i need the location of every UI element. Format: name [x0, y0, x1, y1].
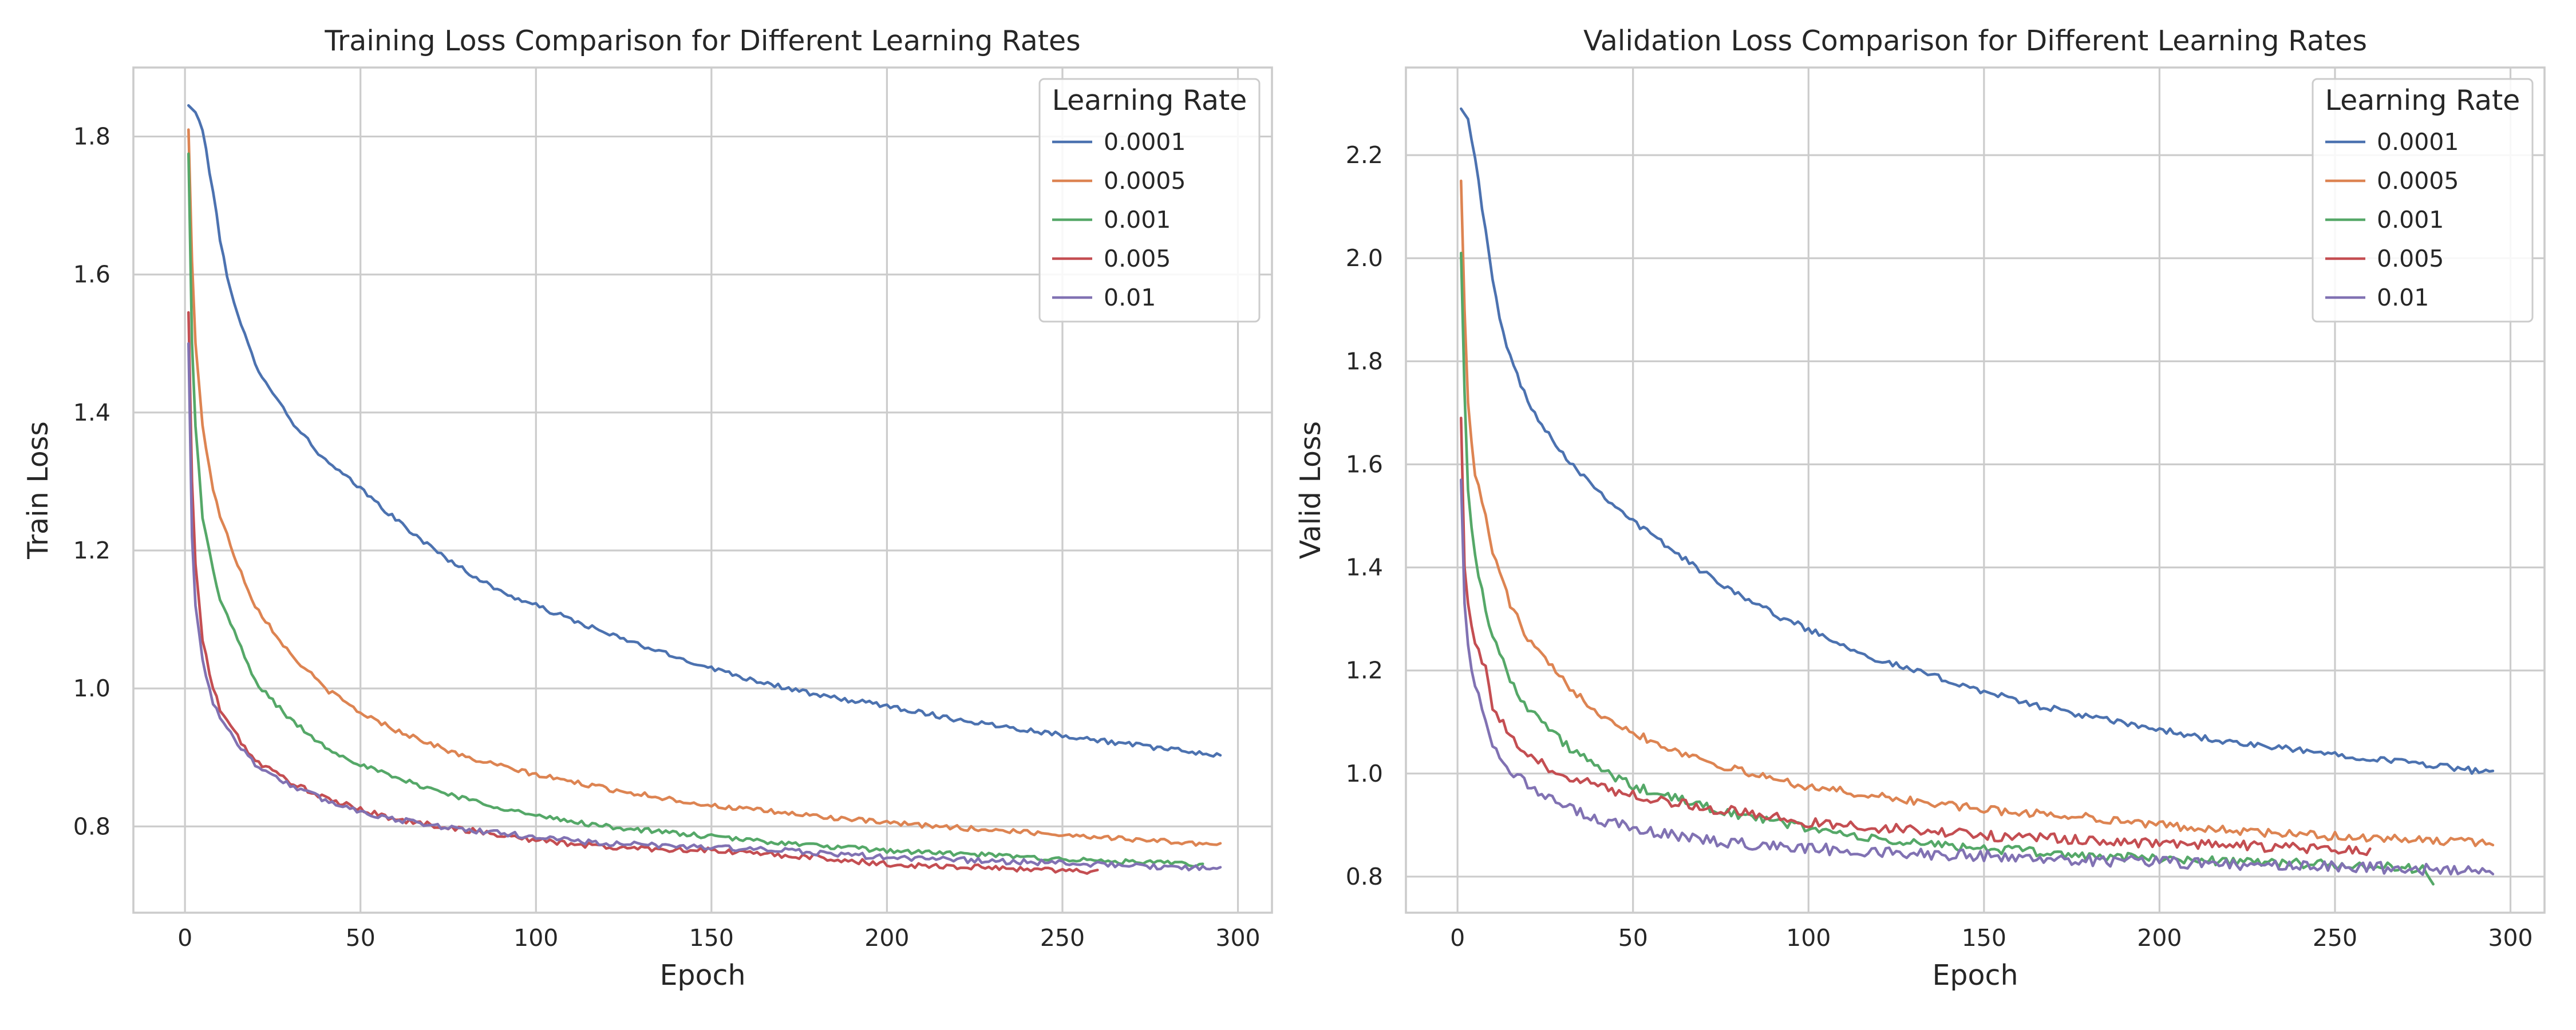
y-tick-label: 2.2 — [1346, 141, 1383, 169]
y-tick-label: 1.8 — [1346, 347, 1383, 375]
legend-label: 0.005 — [2377, 245, 2444, 272]
x-tick-label: 100 — [1786, 924, 1831, 952]
x-tick-label: 200 — [864, 924, 909, 952]
y-tick-label: 1.0 — [1346, 760, 1383, 787]
legend-label: 0.01 — [2377, 284, 2429, 311]
y-tick-label: 1.6 — [73, 261, 110, 288]
y-tick-label: 0.8 — [73, 813, 110, 840]
series-line-0_001 — [187, 152, 1204, 868]
x-tick-label: 150 — [1962, 924, 2006, 952]
x-tick-label: 50 — [346, 924, 376, 952]
series-line-0_005 — [1460, 417, 2372, 857]
y-tick-label: 2.0 — [1346, 244, 1383, 272]
y-tick-label: 1.4 — [1346, 554, 1383, 581]
series-line-0_0001 — [1460, 107, 2495, 775]
x-tick-label: 300 — [1215, 924, 1260, 952]
y-tick-label: 1.0 — [73, 675, 110, 702]
x-tick-label: 200 — [2137, 924, 2182, 952]
plot-frame — [132, 66, 1273, 914]
y-tick-label: 1.2 — [73, 537, 110, 564]
legend: Learning Rate 0.0001 0.0005 0.001 0.005 0.01 — [1038, 78, 1261, 323]
legend-label: 0.005 — [1104, 245, 1171, 272]
legend-box — [2312, 78, 2534, 323]
series-line-0_0005 — [187, 128, 1222, 847]
y-tick-label: 0.8 — [1346, 863, 1383, 890]
y-tick-label: 1.6 — [1346, 450, 1383, 478]
legend-label: 0.0001 — [1104, 128, 1186, 156]
series-line-0_0005 — [1460, 179, 2495, 847]
y-axis-label: Valid Loss — [1294, 421, 1327, 559]
series-line-0_01 — [1460, 478, 2495, 876]
train-loss-chart: 0 50 100 150 200 250 300 0.8 1.0 1.2 1.4 1.6 1.8 Trai… — [22, 25, 1273, 992]
plot-frame — [1405, 66, 2546, 914]
legend-label: 0.0005 — [2377, 167, 2459, 195]
x-tick-label: 100 — [513, 924, 558, 952]
x-tick-label: 50 — [1618, 924, 1648, 952]
series-line-0_001 — [1460, 251, 2435, 886]
y-axis-label: Train Loss — [22, 421, 54, 560]
legend-label: 0.0001 — [2377, 128, 2459, 156]
series-line-0_0001 — [187, 104, 1222, 758]
legend-label: 0.0005 — [1104, 167, 1186, 195]
chart-title: Validation Loss Comparison for Different… — [1583, 25, 2367, 57]
legend-title: Learning Rate — [1052, 84, 1247, 117]
valid-loss-chart: 0 50 100 150 200 250 300 0.8 1.0 1.2 1.4 1.6 1.8 2.0 2… — [1294, 25, 2546, 992]
x-tick-label: 0 — [177, 924, 192, 952]
x-tick-label: 0 — [1450, 924, 1465, 952]
y-tick-label: 1.4 — [73, 399, 110, 426]
x-tick-label: 250 — [1040, 924, 1085, 952]
legend-box — [1038, 78, 1261, 323]
legend: Learning Rate 0.0001 0.0005 0.001 0.005 0.01 — [2312, 78, 2534, 323]
legend-label: 0.001 — [2377, 206, 2444, 233]
x-tick-label: 250 — [2313, 924, 2357, 952]
x-axis-label: Epoch — [659, 959, 745, 992]
legend-label: 0.01 — [1104, 284, 1156, 311]
x-tick-label: 300 — [2488, 924, 2532, 952]
y-tick-label: 1.2 — [1346, 657, 1383, 684]
series-line-0_01 — [187, 342, 1222, 871]
legend-label: 0.001 — [1104, 206, 1171, 233]
y-tick-label: 1.8 — [73, 123, 110, 150]
x-axis-label: Epoch — [1932, 959, 2018, 992]
x-tick-label: 150 — [689, 924, 734, 952]
chart-title: Training Loss Comparison for Different L… — [324, 25, 1080, 57]
legend-title: Learning Rate — [2325, 84, 2520, 117]
